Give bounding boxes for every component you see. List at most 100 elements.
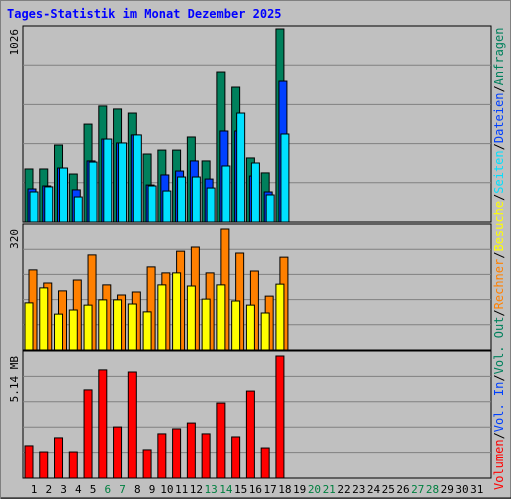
bar: [250, 162, 260, 223]
legend-entry: Vol. In: [492, 382, 506, 433]
x-tick-label: 6: [104, 483, 111, 496]
bar: [132, 134, 142, 223]
x-tick-label: 10: [160, 483, 173, 496]
bar: [265, 194, 275, 223]
x-tick-label: 21: [323, 483, 336, 496]
x-tick-label: 28: [426, 483, 439, 496]
bar: [88, 161, 98, 223]
bar: [127, 303, 137, 351]
bar: [39, 451, 49, 479]
x-tick-label: 31: [470, 483, 483, 496]
x-tick-label: 8: [134, 483, 141, 496]
x-tick-label: 1: [31, 483, 38, 496]
legend-entry: Rechner: [492, 259, 506, 310]
bar: [147, 185, 157, 223]
y-tick-label: 1026: [8, 29, 21, 56]
bar: [157, 433, 167, 479]
x-tick-label: 7: [119, 483, 126, 496]
x-tick-label: 4: [75, 483, 82, 496]
bar: [260, 312, 270, 351]
x-tick-label: 18: [278, 483, 291, 496]
bar: [54, 437, 64, 479]
bar: [54, 313, 64, 351]
legend-separator: /: [492, 143, 506, 150]
bar: [83, 304, 93, 351]
bar: [118, 142, 128, 223]
bar: [98, 299, 108, 351]
legend-separator: /: [492, 85, 506, 92]
x-tick-label: 20: [308, 483, 321, 496]
bar: [44, 186, 54, 223]
plot-area: [22, 350, 492, 479]
x-tick-label: 23: [352, 483, 365, 496]
x-tick-label: 11: [175, 483, 188, 496]
x-tick-label: 30: [455, 483, 468, 496]
bar: [231, 300, 241, 351]
legend: Volumen/Vol. In/Vol. Out/Rechner/Besuche…: [492, 28, 506, 490]
bar: [280, 133, 290, 223]
bar: [113, 299, 123, 351]
legend-separator: /: [492, 194, 506, 201]
bar: [221, 165, 231, 223]
x-tick-label: 27: [411, 483, 424, 496]
x-tick-label: 16: [249, 483, 262, 496]
bar: [191, 176, 201, 223]
bar: [245, 304, 255, 351]
bar: [29, 191, 39, 223]
bar: [98, 369, 108, 479]
x-tick-label: 24: [367, 483, 381, 496]
x-tick-label: 12: [190, 483, 203, 496]
x-tick-label: 3: [60, 483, 67, 496]
x-tick-label: 13: [204, 483, 217, 496]
bar: [236, 112, 246, 223]
y-tick-label: 320: [8, 229, 21, 249]
x-tick-label: 15: [234, 483, 247, 496]
bar: [157, 284, 167, 351]
x-tick-label: 22: [337, 483, 350, 496]
bar: [68, 309, 78, 351]
legend-entry: Vol. Out: [492, 317, 506, 375]
bar: [24, 445, 34, 479]
legend-separator: /: [492, 309, 506, 316]
bar: [103, 138, 113, 223]
x-tick-label: 25: [382, 483, 395, 496]
legend-entry: Anfragen: [492, 28, 506, 86]
bar: [162, 190, 172, 223]
x-tick-label: 9: [149, 483, 156, 496]
bar: [73, 196, 83, 223]
bar: [172, 428, 182, 479]
bar: [275, 283, 285, 351]
bar: [231, 436, 241, 479]
legend-entry: Besuche: [492, 201, 506, 252]
y-tick-label: 5.14 MB: [8, 356, 21, 403]
bar: [216, 284, 226, 351]
x-tick-label: 2: [45, 483, 52, 496]
bar: [201, 298, 211, 351]
x-tick-label: 29: [441, 483, 454, 496]
x-tick-label: 19: [293, 483, 306, 496]
bar: [39, 287, 49, 351]
bar: [201, 433, 211, 479]
legend-entry: Volumen: [492, 439, 506, 490]
x-tick-label: 14: [219, 483, 233, 496]
legend-separator: /: [492, 432, 506, 439]
legend-separator: /: [492, 374, 506, 381]
bar: [206, 187, 216, 223]
legend-separator: /: [492, 252, 506, 259]
legend-entry: Dateien: [492, 93, 506, 144]
bar: [186, 285, 196, 351]
bar: [172, 272, 182, 351]
bar: [127, 371, 137, 479]
bar: [142, 311, 152, 351]
bar: [113, 426, 123, 479]
bar: [216, 402, 226, 479]
bar: [142, 449, 152, 479]
chart-title: Tages-Statistik im Monat Dezember 2025: [7, 7, 282, 21]
legend-entry: Seiten: [492, 150, 506, 193]
bar: [24, 302, 34, 351]
bar: [186, 422, 196, 479]
bar: [275, 355, 285, 479]
bar: [260, 447, 270, 479]
bar: [177, 176, 187, 223]
